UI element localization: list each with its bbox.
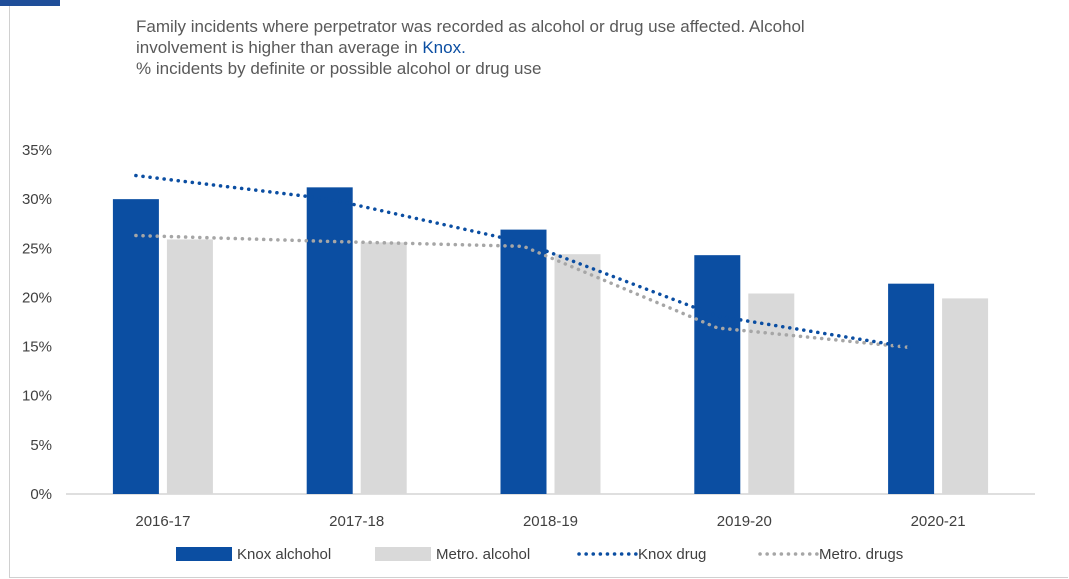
metro-alcohol-bar — [166, 239, 213, 494]
x-tick-label: 2017-18 — [329, 513, 384, 530]
knox-alcohol-bar — [888, 283, 935, 494]
title-strip — [0, 0, 60, 6]
y-tick-label: 35% — [22, 142, 52, 159]
subtitle-highlight: Knox. — [422, 38, 466, 57]
knox-alcohol-bar — [112, 199, 159, 494]
y-tick-label: 25% — [22, 240, 52, 257]
x-tick-label: 2016-17 — [135, 513, 190, 530]
knox-alcohol-bar — [694, 255, 741, 494]
knox-drug-line — [134, 173, 913, 350]
chart-frame — [9, 0, 1068, 578]
y-tick-label: 15% — [22, 339, 52, 356]
subtitle-line-1: Family incidents where perpetrator was r… — [136, 17, 805, 36]
metro-alcohol-bar — [360, 242, 407, 494]
subtitle-line-3: % incidents by definite or possible alco… — [136, 59, 542, 78]
legend-metro-alcohol-label: Metro. alcohol — [436, 546, 530, 563]
legend-metro-drugs-label: Metro. drugs — [819, 546, 903, 563]
x-tick-label: 2019-20 — [717, 513, 772, 530]
knox-alcohol-bar — [306, 187, 353, 494]
y-tick-label: 10% — [22, 388, 52, 405]
legend: Knox alchohol Metro. alcohol Knox drug Metr… — [176, 546, 903, 563]
x-tick-label: 2020-21 — [911, 513, 966, 530]
y-tick-label: 30% — [22, 191, 52, 208]
metro-drugs-line — [134, 233, 913, 350]
metro-alcohol-bar — [942, 298, 989, 494]
bars — [112, 187, 989, 494]
y-tick-label: 5% — [30, 437, 52, 454]
subtitle-line-2-text: involvement is higher than average in — [136, 38, 423, 57]
y-tick-label: 20% — [22, 289, 52, 306]
metro-alcohol-bar — [748, 293, 795, 494]
legend-knox-alcohol-swatch — [176, 547, 232, 561]
y-axis-ticks: 0% 5% 10% 15% 20% 25% 30% 35% — [22, 142, 52, 503]
legend-knox-drug-label: Knox drug — [638, 546, 706, 563]
y-tick-label: 0% — [30, 486, 52, 503]
subtitle-line-2: involvement is higher than average in Kn… — [136, 37, 996, 58]
metro-alcohol-bar — [554, 254, 601, 494]
chart-subtitle: Family incidents where perpetrator was r… — [136, 16, 996, 79]
trend-lines — [134, 173, 913, 350]
legend-knox-alcohol-label: Knox alchohol — [237, 546, 331, 563]
knox-alcohol-bar — [500, 229, 547, 494]
x-axis-ticks: 2016-17 2017-18 2018-19 2019-20 2020-21 — [135, 513, 965, 530]
legend-metro-alcohol-swatch — [375, 547, 431, 561]
x-tick-label: 2018-19 — [523, 513, 578, 530]
